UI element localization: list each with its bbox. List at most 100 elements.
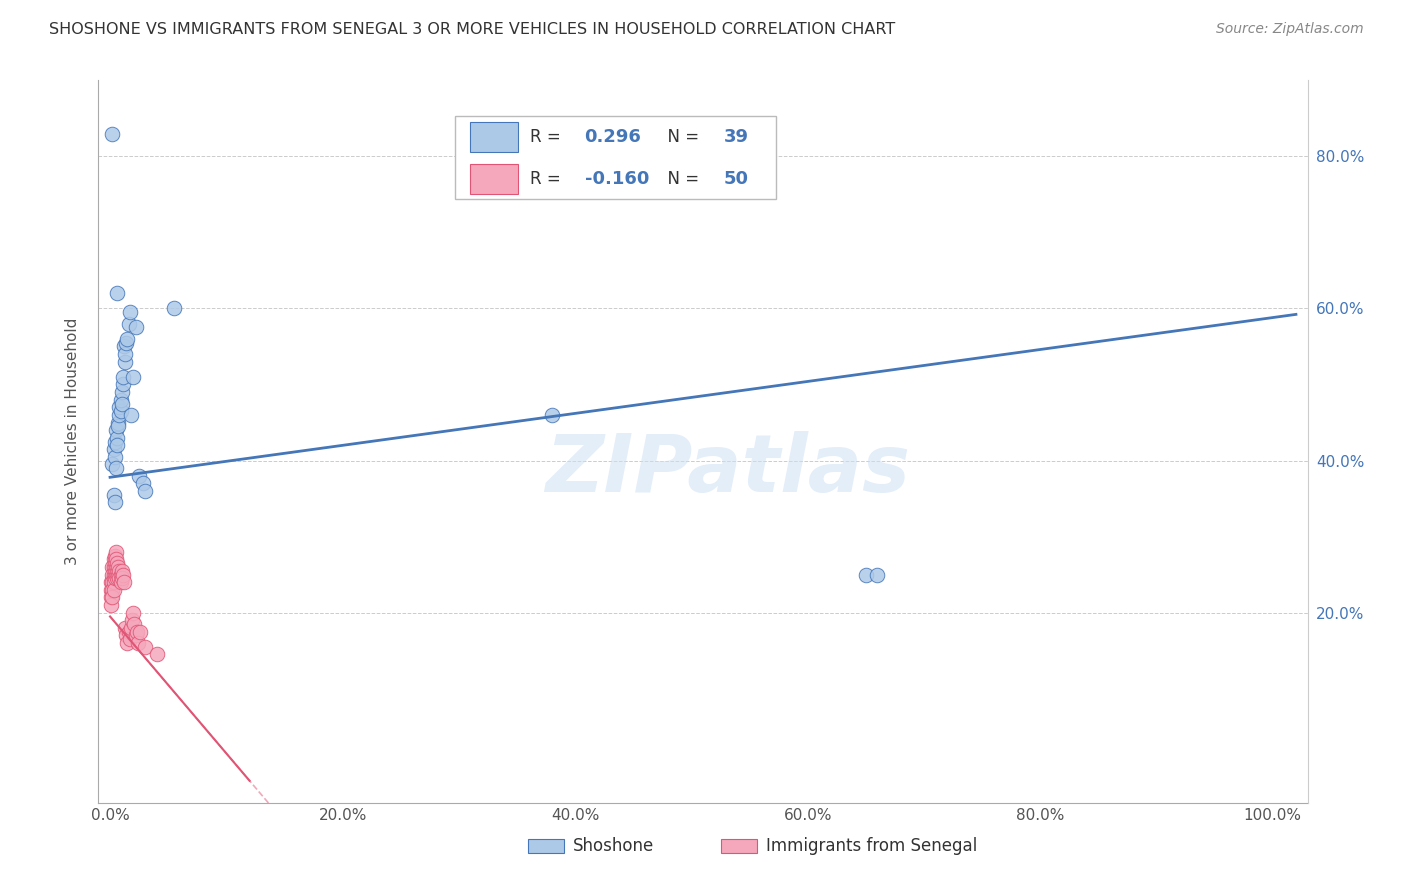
Text: Immigrants from Senegal: Immigrants from Senegal <box>766 838 977 855</box>
Point <box>104 450 127 464</box>
Point <box>120 621 142 635</box>
Point <box>103 575 125 590</box>
Point <box>107 419 129 434</box>
Point <box>117 636 139 650</box>
Point <box>107 560 129 574</box>
Point <box>111 396 134 410</box>
Text: R =: R = <box>530 169 567 187</box>
FancyBboxPatch shape <box>456 117 776 200</box>
Point <box>124 628 146 642</box>
Point <box>101 560 124 574</box>
Point <box>114 347 136 361</box>
Y-axis label: 3 or more Vehicles in Household: 3 or more Vehicles in Household <box>65 318 80 566</box>
Point <box>128 468 150 483</box>
Point <box>101 458 124 472</box>
Text: SHOSHONE VS IMMIGRANTS FROM SENEGAL 3 OR MORE VEHICLES IN HOUSEHOLD CORRELATION : SHOSHONE VS IMMIGRANTS FROM SENEGAL 3 OR… <box>49 22 896 37</box>
Point <box>105 564 128 578</box>
Point <box>112 339 135 353</box>
Point <box>111 370 134 384</box>
Point <box>104 549 127 563</box>
Point <box>114 354 136 368</box>
Point <box>121 613 143 627</box>
FancyBboxPatch shape <box>470 122 517 153</box>
Point <box>134 483 156 498</box>
Point <box>124 320 146 334</box>
Point <box>118 624 141 639</box>
Point <box>104 556 127 570</box>
Point <box>111 567 134 582</box>
Point <box>104 434 127 449</box>
Point <box>118 632 141 647</box>
Point <box>100 575 122 590</box>
Point <box>117 332 139 346</box>
Text: R =: R = <box>530 128 567 146</box>
Point <box>101 127 124 141</box>
Point <box>124 617 146 632</box>
Point <box>110 392 132 407</box>
Point <box>855 567 877 582</box>
Point <box>120 408 142 422</box>
Point <box>110 575 132 590</box>
Text: 50: 50 <box>724 169 748 187</box>
Point <box>129 624 152 639</box>
Point <box>104 564 127 578</box>
Text: 0.296: 0.296 <box>585 128 641 146</box>
Text: N =: N = <box>657 169 704 187</box>
Point <box>115 628 138 642</box>
Text: -0.160: -0.160 <box>585 169 650 187</box>
Point <box>110 567 132 582</box>
Point <box>118 317 141 331</box>
Point <box>111 377 134 392</box>
Text: 39: 39 <box>724 128 748 146</box>
Point <box>103 488 125 502</box>
Point <box>100 598 122 612</box>
Point <box>134 640 156 654</box>
Point <box>122 606 145 620</box>
Point <box>108 571 131 585</box>
Point <box>115 335 138 350</box>
Text: N =: N = <box>657 128 704 146</box>
Point <box>108 564 131 578</box>
Point <box>105 431 128 445</box>
Point <box>103 560 125 574</box>
Point <box>103 567 125 582</box>
Point <box>111 385 134 400</box>
Point <box>122 370 145 384</box>
Point <box>105 571 128 585</box>
FancyBboxPatch shape <box>527 838 564 854</box>
Point <box>104 567 127 582</box>
Point <box>131 476 153 491</box>
Point <box>104 552 127 566</box>
Point <box>540 408 562 422</box>
Point <box>111 571 134 585</box>
Point <box>125 624 148 639</box>
Point <box>101 582 124 597</box>
FancyBboxPatch shape <box>470 163 517 194</box>
Point <box>104 545 127 559</box>
Point <box>114 621 136 635</box>
Point <box>104 423 127 437</box>
Point <box>105 438 128 452</box>
Point <box>100 591 122 605</box>
Point <box>105 556 128 570</box>
Point <box>111 564 134 578</box>
Point <box>105 286 128 301</box>
Text: Shoshone: Shoshone <box>572 838 654 855</box>
Point <box>101 567 124 582</box>
Point <box>101 591 124 605</box>
Point <box>145 648 167 662</box>
Point <box>110 404 132 418</box>
Point <box>163 301 186 316</box>
Point <box>108 401 131 415</box>
Point <box>104 560 127 574</box>
Point <box>112 575 135 590</box>
Point <box>108 408 131 422</box>
Point <box>104 461 127 475</box>
Point <box>103 582 125 597</box>
Point <box>127 636 149 650</box>
Point <box>104 571 127 585</box>
Point <box>100 582 122 597</box>
Text: Source: ZipAtlas.com: Source: ZipAtlas.com <box>1216 22 1364 37</box>
Point <box>103 552 125 566</box>
Point <box>103 442 125 457</box>
